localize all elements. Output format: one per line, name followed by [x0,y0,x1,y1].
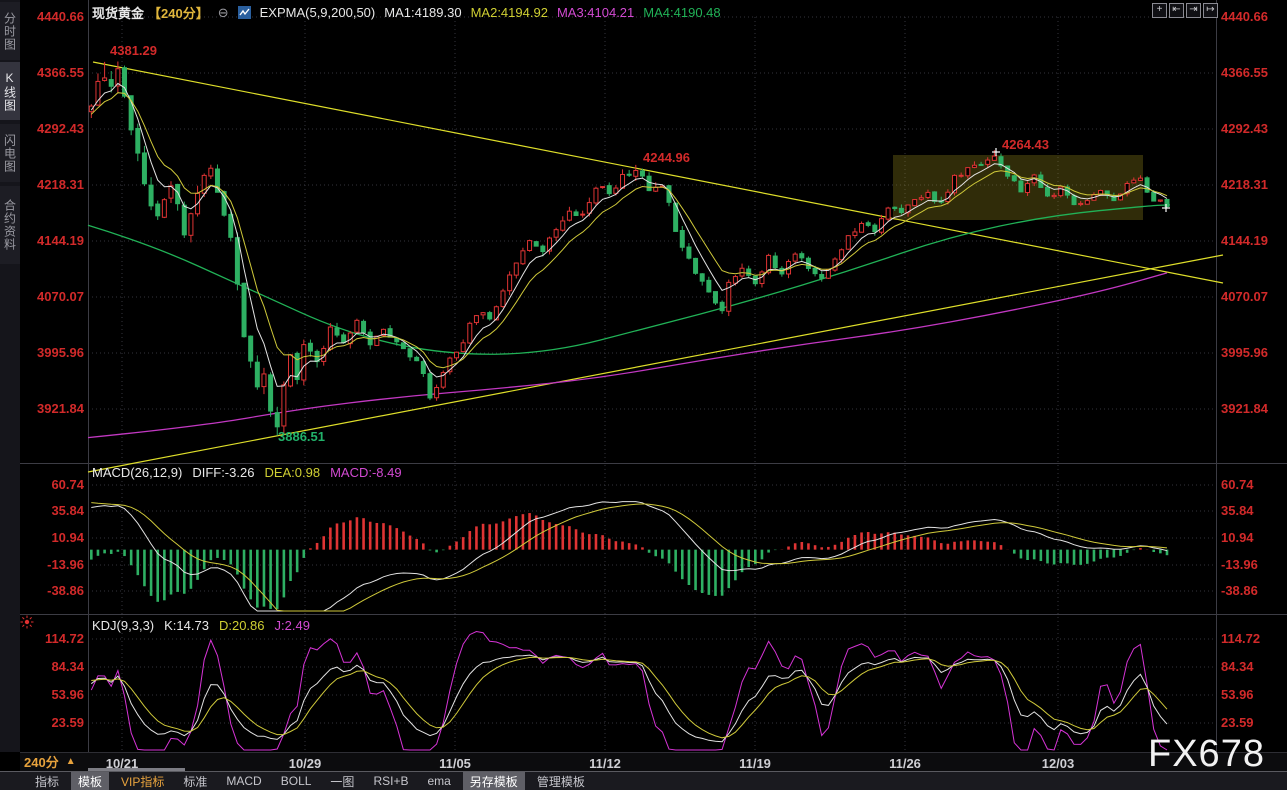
macd-y-axis-label: 60.74 [1221,477,1254,492]
main-y-axis-label: 4070.07 [37,289,84,304]
sidebar-item-time-chart[interactable]: 分时图 [0,2,20,60]
chart-tools: + ⇤ ⇥ ↦ [1152,3,1218,18]
toolbar-template-button[interactable]: 模板 [71,771,110,790]
bottom-toolbar: 指标 模板 VIP指标 标准 MACD BOLL 一图 RSI+B ema 另存… [0,771,1287,790]
toolbar-save-template-button[interactable]: 另存模板 [462,771,525,790]
kdj-title: KDJ(9,3,3) [92,618,155,633]
ma3-value: MA3:4104.21 [556,5,635,20]
main-y-axis-label: 4144.19 [37,233,84,248]
main-y-axis-label: 3995.96 [37,345,84,360]
x-axis-date: 11/12 [589,756,621,771]
toolbar-vip-indicator-button[interactable]: VIP指标 [114,772,171,790]
toolbar-standard-button[interactable]: 标准 [176,772,214,790]
toolbar-manage-template-button[interactable]: 管理模板 [530,772,592,790]
sidebar-item-contract-info[interactable]: 合约资料 [0,186,20,264]
macd-header: MACD(26,12,9) DIFF:-3.26 DEA:0.98 MACD:-… [92,465,402,480]
toolbar-indicator-button[interactable]: 指标 [28,772,66,790]
collapse-panel-icon[interactable]: ↦ [1203,3,1218,18]
sidebar-item-kline-chart[interactable]: K线图 [0,62,20,120]
toolbar-ema-button[interactable]: ema [420,773,457,789]
symbol-title: 现货黄金 [92,6,145,21]
macd-y-axis-label: -38.86 [47,583,84,598]
chart-type-icon[interactable] [237,6,251,19]
macd-y-axis-label: -13.96 [1221,557,1258,572]
x-axis-date: 11/19 [739,756,771,771]
indicator-settings-icon[interactable] [20,615,34,629]
main-y-axis-label: 3921.84 [37,401,84,416]
kdj-y-axis-label: 84.34 [51,659,84,674]
x-axis-date: 10/21 [105,756,139,771]
main-y-axis-label: 4366.55 [37,65,84,80]
kdj-y-axis-label: 53.96 [1221,687,1254,702]
kdj-y-axis-label: 23.59 [1221,715,1254,730]
h-scrollbar-thumb[interactable] [88,768,185,771]
toolbar-one-chart-button[interactable]: 一图 [323,772,361,790]
main-y-axis-label: 3921.84 [1221,401,1268,416]
period-selector[interactable]: 240分 ▲ [24,753,76,770]
ma4-value: MA4:4190.48 [643,5,721,20]
kdj-y-axis-label: 53.96 [51,687,84,702]
kdj-d-value: D:20.86 [218,618,265,633]
x-axis-date: 10/29 [288,756,322,771]
macd-value: MACD:-8.49 [330,465,402,480]
swing-high-annotation: 4244.96 [643,150,690,165]
expand-x-axis-icon[interactable]: ⇥ [1186,3,1201,18]
period-title: 【240分】 [148,6,209,21]
toolbar-macd-button[interactable]: MACD [219,773,268,789]
ma1-value: MA1:4189.30 [384,5,462,20]
macd-dea-value: DEA:0.98 [264,465,321,480]
macd-diff-value: DIFF:-3.26 [192,465,255,480]
main-y-axis-label: 4366.55 [1221,65,1268,80]
kdj-y-axis-label: 114.72 [1221,631,1261,646]
macd-y-axis-label: 60.74 [51,477,84,492]
kdj-j-value: J:2.49 [274,618,310,633]
macd-y-axis-label: 10.94 [51,530,84,545]
main-y-axis-label: 4070.07 [1221,289,1268,304]
main-y-axis-label: 4440.66 [1221,9,1268,24]
main-y-axis-label: 3995.96 [1221,345,1268,360]
main-y-axis-label: 4218.31 [1221,177,1268,192]
sidebar-item-lightning-chart[interactable]: 闪电图 [0,124,20,182]
period-up-arrow-icon: ▲ [65,756,76,767]
kdj-k-value: K:14.73 [164,618,209,633]
macd-y-axis-label: 10.94 [1221,530,1254,545]
macd-y-axis-label: 35.84 [1221,503,1254,518]
collapse-indicator-icon[interactable]: ⊖ [217,4,229,20]
shrink-x-axis-icon[interactable]: ⇤ [1169,3,1184,18]
x-axis-bar: 10/21 10/29 11/05 11/12 11/19 11/26 12/03 [20,752,1287,772]
brand-watermark: FX678 [1148,733,1265,775]
x-axis-date: 11/05 [439,756,471,771]
macd-title: MACD(26,12,9) [92,465,183,480]
macd-y-axis-label: -38.86 [1221,583,1258,598]
kdj-y-axis-label: 114.72 [44,631,84,646]
main-y-axis-label: 4440.66 [37,9,84,24]
main-y-axis-label: 4218.31 [37,177,84,192]
toolbar-rsi-button[interactable]: RSI+B [366,773,415,789]
period-selector-label: 240分 [24,755,59,770]
recent-high-annotation: 4264.43 [1002,137,1049,152]
main-y-axis-label: 4144.19 [1221,233,1268,248]
macd-y-axis-label: 35.84 [51,503,84,518]
high-annotation: 4381.29 [110,43,157,58]
sidebar: 分时图 K线图 闪电图 合约资料 [0,0,20,752]
pan-tool-icon[interactable]: + [1152,3,1167,18]
macd-y-axis-label: -13.96 [47,557,84,572]
indicator-name: EXPMA(5,9,200,50) [259,5,376,20]
x-axis-date: 12/03 [1041,756,1075,771]
ma2-value: MA2:4194.92 [470,5,548,20]
chart-header: 现货黄金 【240分】 ⊖ EXPMA(5,9,200,50) MA1:4189… [92,3,721,22]
toolbar-boll-button[interactable]: BOLL [274,773,319,789]
x-axis-date: 11/26 [889,756,921,771]
low-annotation: 3886.51 [278,429,325,444]
kdj-header: KDJ(9,3,3) K:14.73 D:20.86 J:2.49 [92,618,310,633]
kdj-y-axis-label: 84.34 [1221,659,1254,674]
main-y-axis-label: 4292.43 [1221,121,1268,136]
main-y-axis-label: 4292.43 [37,121,84,136]
kdj-y-axis-label: 23.59 [51,715,84,730]
